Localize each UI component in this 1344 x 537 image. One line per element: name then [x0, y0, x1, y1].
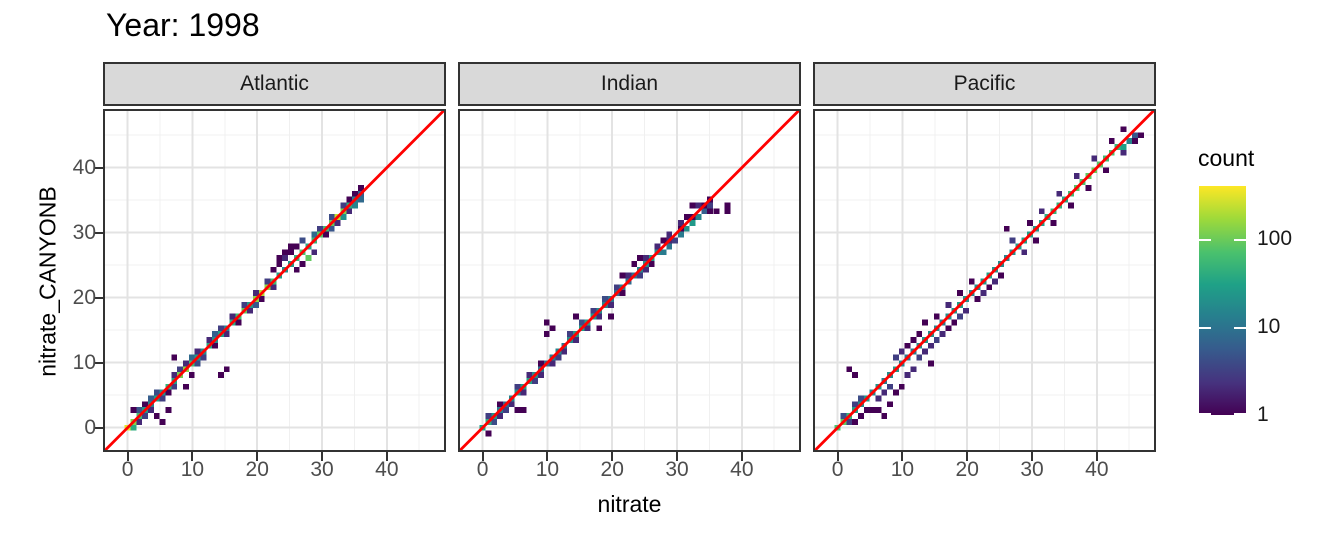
- x-tick-mark: [126, 452, 129, 461]
- facet-panel-pacific: [807, 103, 1161, 458]
- facet-strip-atlantic: Atlantic: [103, 62, 446, 106]
- gridlines: [460, 111, 799, 450]
- legend-tick-label: 1: [1257, 403, 1269, 426]
- x-tick-mark: [385, 452, 388, 461]
- legend-tick-mark: [1234, 238, 1246, 241]
- x-axis-title: nitrate: [597, 491, 662, 517]
- x-tick-mark: [191, 452, 194, 461]
- x-tick-label: 40: [730, 458, 754, 481]
- y-tick-label: 0: [84, 415, 96, 439]
- x-tick-mark: [256, 452, 259, 461]
- x-tick-label: 10: [890, 458, 915, 481]
- y-tick-mark: [94, 426, 103, 429]
- x-tick-label: 30: [1020, 458, 1044, 481]
- x-tick-label: 0: [121, 458, 134, 481]
- legend-tick-mark: [1199, 413, 1211, 415]
- x-tick-mark: [321, 452, 324, 461]
- y-tick-mark: [94, 361, 103, 364]
- y-tick-label: 20: [72, 285, 96, 309]
- x-tick-mark: [676, 452, 679, 461]
- legend-colorbar: [1199, 186, 1246, 415]
- x-tick-label: 40: [375, 458, 399, 481]
- legend-tick-mark: [1234, 326, 1246, 329]
- x-tick-label: 20: [245, 458, 269, 481]
- x-tick-mark: [1031, 452, 1034, 461]
- facet-strip-indian: Indian: [458, 62, 801, 106]
- y-tick-label: 10: [72, 350, 96, 374]
- x-tick-label: 20: [600, 458, 624, 481]
- panel-canvas-atlantic: [97, 103, 451, 458]
- identity-line: [807, 103, 1161, 458]
- x-tick-mark: [1095, 452, 1098, 461]
- x-tick-label: 40: [1085, 458, 1109, 481]
- x-tick-label: 20: [955, 458, 979, 481]
- facet-strip-pacific: Pacific: [813, 62, 1156, 106]
- identity-line: [97, 103, 451, 458]
- identity-line: [452, 103, 806, 458]
- y-tick-label: 40: [72, 155, 96, 179]
- x-tick-label: 10: [535, 458, 560, 481]
- x-tick-mark: [481, 452, 484, 461]
- plot-title: Year: 1998: [106, 7, 260, 43]
- x-tick-label: 0: [831, 458, 844, 481]
- x-tick-label: 30: [310, 458, 334, 481]
- legend-tick-label: 100: [1257, 226, 1293, 250]
- x-tick-mark: [836, 452, 839, 461]
- legend-tick-mark: [1199, 238, 1211, 241]
- legend-tick-label: 10: [1257, 314, 1281, 338]
- x-tick-mark: [546, 452, 549, 461]
- y-tick-mark: [94, 296, 103, 299]
- panel-canvas-indian: [452, 103, 806, 458]
- y-tick-mark: [94, 231, 103, 234]
- x-tick-mark: [611, 452, 614, 461]
- panel-canvas-pacific: [807, 103, 1161, 458]
- legend-tick-mark: [1199, 326, 1211, 329]
- y-tick-mark: [94, 166, 103, 169]
- facet-panel-indian: [452, 103, 806, 458]
- y-tick-label: 30: [72, 220, 96, 244]
- legend-tick-mark: [1234, 413, 1246, 415]
- legend-title: count: [1198, 145, 1255, 171]
- facet-panel-atlantic: [97, 103, 451, 458]
- x-tick-label: 0: [476, 458, 489, 481]
- x-tick-mark: [901, 452, 904, 461]
- x-tick-label: 10: [180, 458, 205, 481]
- x-tick-mark: [966, 452, 969, 461]
- x-tick-mark: [740, 452, 743, 461]
- x-tick-label: 30: [665, 458, 689, 481]
